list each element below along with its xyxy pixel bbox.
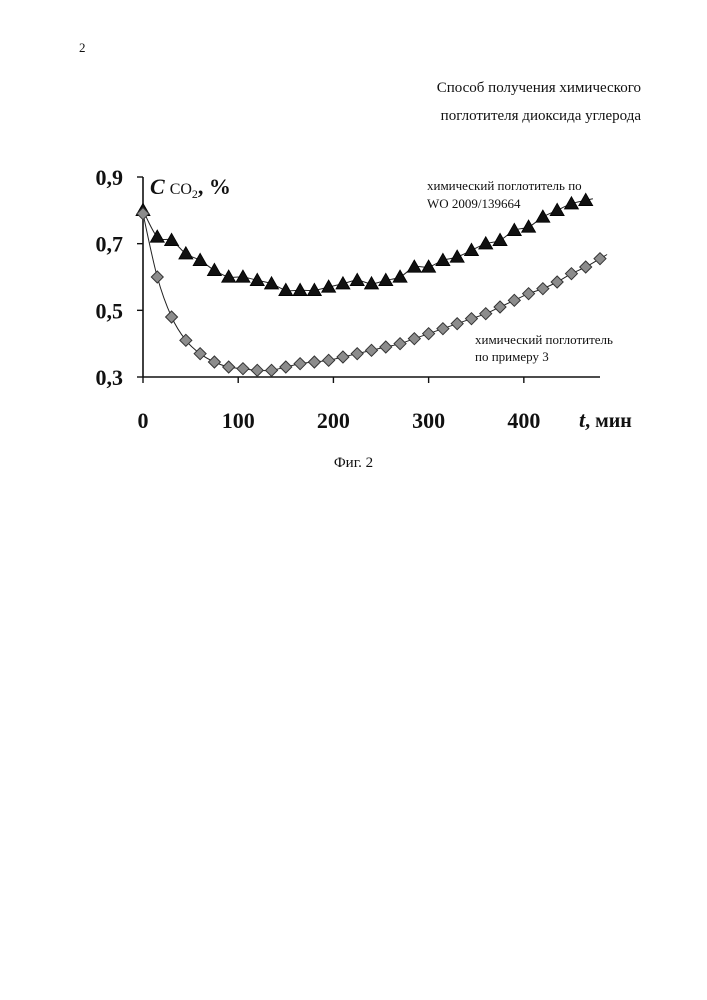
y-tick-label: 0,7 — [96, 232, 124, 257]
y-tick-label: 0,5 — [96, 298, 124, 323]
series-1-label-line-2: WO 2009/139664 — [427, 196, 521, 211]
series-2-diamond-point — [308, 356, 320, 368]
series-2-diamond-point — [394, 338, 406, 350]
series-2-diamond-point — [451, 318, 463, 330]
series-2-diamond-point — [408, 333, 420, 345]
series-2-diamond-point — [494, 301, 506, 313]
series-2-diamond-point — [465, 313, 477, 325]
series-2-diamond-point — [137, 208, 149, 220]
series-2-trend-line — [143, 214, 607, 371]
series-1-triangle-point — [193, 253, 207, 265]
x-tick-label: 0 — [138, 408, 149, 433]
series-1-triangle-point — [422, 260, 436, 272]
series-2-diamond-point — [537, 283, 549, 295]
series-2-diamond-point — [480, 308, 492, 320]
x-axis-title-unit: , мин — [585, 410, 632, 432]
series-1-triangle-point — [350, 273, 364, 285]
series-2-diamond-point — [551, 276, 563, 288]
x-tick-label: 300 — [412, 408, 445, 433]
series-2-diamond-point — [523, 288, 535, 300]
y-axis-title-unit: , % — [198, 174, 231, 199]
series-2-diamond-point — [251, 364, 263, 376]
series-2-diamond-point — [194, 348, 206, 360]
series-2-label-line-1: химический поглотитель — [475, 332, 613, 347]
series-1-triangle-point — [279, 283, 293, 295]
series-2-diamond-point — [323, 354, 335, 366]
series-1-triangle-point — [464, 243, 478, 255]
series-2-diamond-point — [208, 356, 220, 368]
x-tick-label: 400 — [507, 408, 540, 433]
series-2-diamond-point — [280, 361, 292, 373]
y-tick-label: 0,9 — [96, 165, 124, 190]
series-2-diamond-point — [380, 341, 392, 353]
series-2-diamond-point — [166, 311, 178, 323]
x-tick-label: 200 — [317, 408, 350, 433]
co2-concentration-chart: 0,30,50,70,90100200300400 CCO2, %t, минх… — [0, 0, 707, 440]
series-1-triangle-point — [293, 283, 307, 295]
series-2-diamond-point — [580, 261, 592, 273]
series-2-diamond-point — [594, 253, 606, 265]
series-2-diamond-point — [508, 294, 520, 306]
figure-caption: Фиг. 2 — [0, 455, 707, 472]
series-1-trend-line — [143, 199, 593, 291]
series-1-triangle-point — [550, 203, 564, 215]
series-2-diamond-point — [223, 361, 235, 373]
y-axis-title: CCO2, % — [150, 174, 231, 201]
series-2-diamond-point — [423, 328, 435, 340]
series-2-diamond-point — [337, 351, 349, 363]
y-axis-title-chem: CO — [170, 181, 192, 198]
series-1-triangle-point — [207, 263, 221, 275]
y-axis-title-variable: C — [150, 174, 165, 199]
series-2-diamond-point — [266, 364, 278, 376]
series-1-triangle-point — [522, 220, 536, 232]
series-2-diamond-point — [151, 271, 163, 283]
series-2-diamond-point — [294, 358, 306, 370]
series-2-label-line-2: по примеру 3 — [475, 349, 549, 364]
series-1-triangle-point — [536, 210, 550, 222]
series-1-triangle-point — [222, 270, 236, 282]
series-1-label-line-1: химический поглотитель по — [427, 178, 582, 193]
series-2-diamond-point — [565, 268, 577, 280]
x-axis-title: t, мин — [579, 407, 632, 432]
series-1-triangle-point — [393, 270, 407, 282]
series-1-triangle-point — [236, 270, 250, 282]
series-2-diamond-point — [366, 344, 378, 356]
series-2-diamond-point — [437, 323, 449, 335]
series-1-triangle-point — [493, 233, 507, 245]
series-2-diamond-point — [351, 348, 363, 360]
series-2-diamond-point — [237, 363, 249, 375]
series-1-triangle-point — [150, 230, 164, 242]
y-tick-label: 0,3 — [96, 365, 124, 390]
series-1-triangle-point — [450, 250, 464, 262]
x-tick-label: 100 — [222, 408, 255, 433]
chart-axes: 0,3 0,5 0,7 0,9 0 100 200 300 400 — [96, 165, 601, 433]
